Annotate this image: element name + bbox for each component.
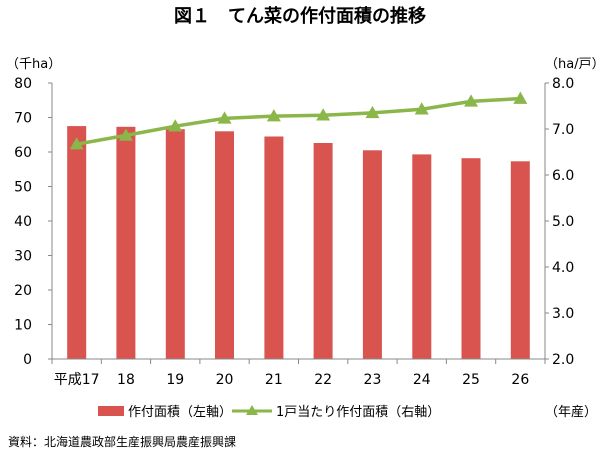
x-tick-label: 26 <box>511 372 529 388</box>
left-tick-label: 0 <box>23 352 32 368</box>
bar <box>116 126 136 359</box>
legend-line-marker <box>246 405 258 415</box>
chart-title: 図１ てん菜の作付面積の推移 <box>174 5 426 27</box>
left-tick-label: 20 <box>14 283 32 299</box>
left-tick-label: 60 <box>14 145 32 161</box>
bar <box>264 136 284 359</box>
bar <box>412 154 432 359</box>
x-tick-label: 20 <box>216 372 234 388</box>
right-tick-label: 4.0 <box>552 260 574 276</box>
x-tick-label: 22 <box>314 372 332 388</box>
series-line <box>76 96 521 146</box>
left-tick-label: 40 <box>14 214 32 230</box>
line-point <box>414 102 429 115</box>
line-point <box>365 105 380 119</box>
x-tick-label: 21 <box>265 372 283 388</box>
left-tick-label: 70 <box>14 111 32 127</box>
left-tick-label: 30 <box>14 249 32 265</box>
bar <box>165 129 185 359</box>
plot-area: 0 10 20 30 40 50 60 70 80 2.0 3.0 4.0 5.0 6.0 7.0 8.0 平成… <box>14 76 574 388</box>
left-axis-unit: （千ha） <box>6 57 61 72</box>
line-point <box>217 111 232 124</box>
x-tick-label: 25 <box>462 372 480 388</box>
bar <box>461 158 481 359</box>
line-point <box>266 109 281 122</box>
source-note: 資料：北海道農政部生産振興局農産振興課 <box>8 434 236 449</box>
bar <box>215 131 234 359</box>
right-axis-unit: （ha/戸） <box>545 57 600 72</box>
bar <box>67 126 87 359</box>
line-point <box>513 91 528 104</box>
x-tick-label: 19 <box>166 372 184 388</box>
x-axis-unit: （年産） <box>545 404 597 420</box>
right-tick-label: 7.0 <box>552 122 574 138</box>
right-tick-label: 8.0 <box>552 76 574 92</box>
x-tick-label: 平成17 <box>54 372 100 388</box>
bar <box>362 150 382 359</box>
x-tick-label: 23 <box>364 372 382 388</box>
line-point <box>168 119 183 132</box>
right-tick-label: 6.0 <box>552 168 574 184</box>
line-point <box>316 108 331 121</box>
legend: 作付面積（左軸） 1戸当たり作付面積（右軸） <box>98 405 440 420</box>
line-point <box>464 94 479 107</box>
line-point <box>118 128 133 141</box>
line-point <box>69 137 84 150</box>
legend-bar-swatch <box>98 406 124 416</box>
bar <box>313 143 333 359</box>
bar <box>510 161 530 359</box>
left-tick-label: 10 <box>14 318 32 334</box>
right-tick-label: 3.0 <box>552 306 574 322</box>
right-tick-label: 5.0 <box>552 214 574 230</box>
left-tick-label: 50 <box>14 180 32 196</box>
right-tick-label: 2.0 <box>552 352 574 368</box>
left-tick-label: 80 <box>14 76 32 92</box>
legend-line-label: 1戸当たり作付面積（右軸） <box>276 405 440 420</box>
legend-bar-label: 作付面積（左軸） <box>128 405 232 420</box>
x-tick-label: 24 <box>413 372 431 388</box>
x-tick-label: 18 <box>117 372 135 388</box>
